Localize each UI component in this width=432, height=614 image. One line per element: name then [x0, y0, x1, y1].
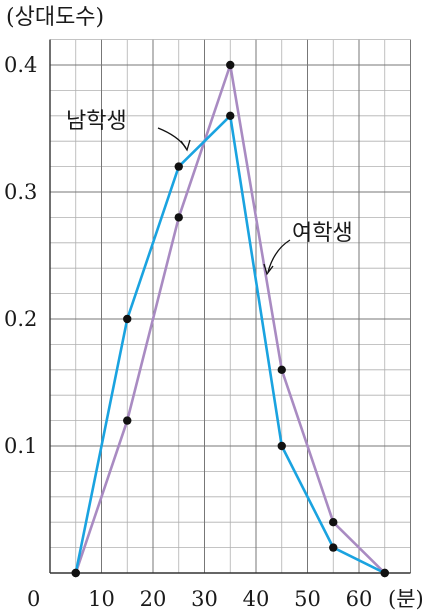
data-point-girls [226, 60, 235, 70]
data-point-boys [226, 111, 235, 121]
series-label-girls: 여학생 [292, 221, 353, 246]
data-point-boys [329, 543, 338, 552]
data-point-boys [123, 314, 132, 324]
y-tick-label: 0.1 [4, 434, 37, 458]
annotation-arrows [157, 127, 291, 276]
data-point-boys [174, 162, 183, 171]
y-tick-label: 0.4 [4, 53, 37, 77]
data-point-girls [71, 568, 80, 578]
x-tick-label: 50 [294, 587, 321, 611]
series-label-boys: 남학생 [66, 109, 127, 134]
x-tick-label: 30 [191, 587, 218, 611]
y-tick-labels: 0.1 0.2 0.3 0.4 [4, 53, 37, 458]
data-point-girls [329, 518, 338, 527]
x-tick-label: 40 [243, 587, 270, 611]
x-tick-label: 10 [88, 587, 115, 611]
y-tick-label: 0.2 [4, 307, 37, 331]
x-axis-unit-label: (분) [388, 587, 424, 611]
y-tick-label: 0.3 [4, 180, 37, 204]
data-points [71, 60, 389, 578]
data-point-girls [380, 568, 389, 578]
data-point-girls [277, 365, 286, 374]
annotation-arrow-boys [157, 127, 187, 149]
annotation-arrowhead-girls [263, 263, 274, 276]
x-tick-label: 20 [140, 587, 167, 611]
axes [49, 39, 411, 574]
origin-label: 0 [27, 587, 40, 611]
data-point-boys [277, 441, 286, 451]
annotation-arrowhead-boys [180, 139, 191, 152]
y-axis-label: (상대도수) [6, 5, 104, 30]
x-tick-labels: 10 20 30 40 50 60 [88, 587, 372, 611]
data-point-girls [174, 213, 183, 222]
annotation-arrow-girls [267, 239, 291, 273]
data-point-girls [123, 416, 132, 425]
x-tick-label: 60 [346, 587, 373, 611]
